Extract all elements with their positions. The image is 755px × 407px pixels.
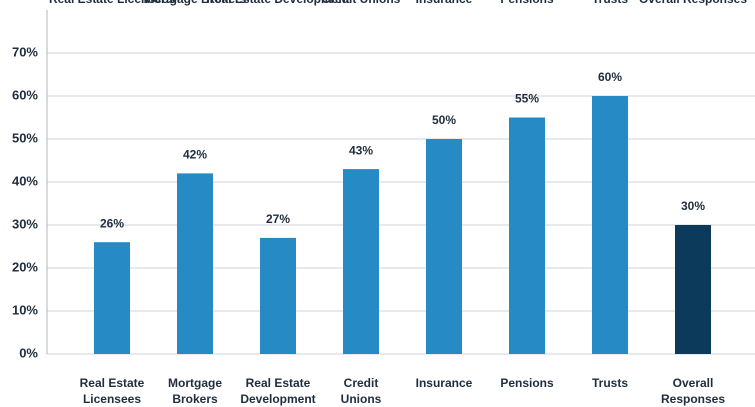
data-label: 60% — [598, 70, 622, 84]
data-label: 55% — [515, 92, 539, 106]
data-label: 42% — [183, 148, 207, 162]
x-tick-line: Licensees — [83, 392, 141, 406]
x-tick-line: Real Estate — [246, 376, 311, 390]
bar — [177, 173, 213, 354]
data-label: 43% — [349, 143, 373, 157]
data-label: 27% — [266, 212, 290, 226]
y-tick-label: 30% — [12, 216, 38, 231]
y-tick-label: 0% — [19, 345, 38, 360]
x-tick-line: Real Estate — [80, 376, 145, 390]
x-tick-line: Mortgage — [168, 376, 222, 390]
x-tick-line: Brokers — [172, 392, 218, 406]
x-tick-line: Overall — [673, 376, 714, 390]
bar — [260, 237, 296, 354]
bar — [426, 139, 462, 354]
bar — [94, 242, 130, 354]
x-tick-line: Credit — [344, 376, 379, 390]
y-tick-label: 10% — [12, 302, 38, 317]
x-tick-line: Unions — [341, 392, 382, 406]
x-tick-line: Development — [240, 392, 315, 406]
bar — [509, 117, 545, 354]
y-tick-label: 20% — [12, 259, 38, 274]
y-tick-label: 50% — [12, 130, 38, 145]
y-tick-label: 40% — [12, 173, 38, 188]
y-tick-label: 60% — [12, 87, 38, 102]
x-tick-line: Trusts — [592, 376, 628, 390]
x-tick-line: Responses — [661, 392, 725, 406]
bar — [675, 225, 711, 354]
bar — [592, 96, 628, 354]
data-label: 50% — [432, 113, 456, 127]
x-tick-line: Pensions — [500, 376, 554, 390]
data-label: 26% — [100, 216, 124, 230]
x-tick-line: Insurance — [416, 376, 473, 390]
data-label: 30% — [681, 199, 705, 213]
bar — [343, 169, 379, 354]
y-tick-label: 70% — [12, 44, 38, 59]
